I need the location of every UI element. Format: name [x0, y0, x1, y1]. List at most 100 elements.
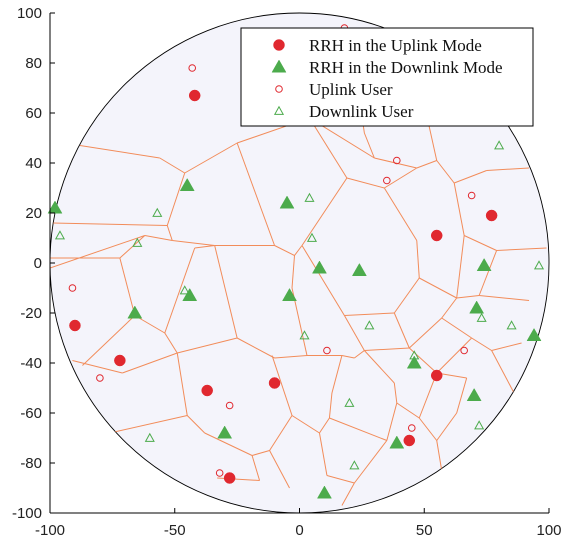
data-point [215, 469, 224, 477]
data-point [188, 64, 197, 72]
data-point [469, 300, 485, 314]
data-point [344, 397, 355, 407]
voronoi-edge [419, 277, 457, 299]
voronoi-edge [274, 355, 308, 359]
voronoi-edge [236, 142, 276, 246]
x-tick-label: -50 [164, 522, 186, 539]
legend-marker [275, 85, 283, 93]
y-tick-label: -100 [12, 505, 42, 522]
data-point [533, 260, 545, 270]
x-tick-label: 100 [536, 522, 561, 539]
voronoi-edge [408, 317, 443, 349]
data-point [152, 207, 163, 217]
data-point [506, 320, 517, 330]
voronoi-edge [194, 245, 215, 249]
voronoi-edge [166, 225, 173, 241]
voronoi-edge [384, 167, 418, 189]
y-tick-label: -20 [20, 305, 42, 322]
data-point [299, 330, 310, 340]
voronoi-edge [176, 352, 188, 416]
data-point [179, 285, 190, 295]
data-point [389, 435, 405, 449]
voronoi-edge [318, 432, 328, 476]
voronoi-edge [418, 372, 438, 419]
data-point [323, 346, 331, 355]
data-point [393, 156, 401, 165]
y-tick-label: -40 [20, 355, 42, 372]
voronoi-edge [436, 337, 473, 374]
series-3 [54, 140, 545, 470]
voronoi-edge [343, 315, 365, 351]
voronoi-edge [319, 417, 330, 434]
data-point [225, 401, 234, 410]
data-point [223, 472, 236, 484]
voronoi-edge [50, 235, 145, 269]
voronoi-edge [301, 245, 345, 316]
voronoi-edge [52, 222, 168, 226]
legend-label: RRH in the Uplink Mode [309, 36, 482, 55]
series-1 [47, 177, 542, 499]
voronoi-edge [436, 160, 455, 184]
voronoi-edge [251, 455, 261, 481]
legend-marker [273, 105, 285, 115]
data-point [132, 237, 143, 247]
voronoi-edge [454, 170, 487, 184]
data-point [430, 229, 443, 242]
voronoi-edge [204, 432, 253, 456]
voronoi-edge [159, 157, 185, 174]
data-point [268, 377, 281, 389]
voronoi-edge [269, 415, 293, 451]
data-point [351, 262, 367, 276]
voronoi-edge [72, 360, 123, 374]
voronoi-edge [393, 312, 410, 349]
voronoi-edge [214, 245, 238, 339]
y-tick-label: 60 [25, 105, 42, 122]
voronoi-edge [271, 355, 293, 416]
voronoi-edge [441, 297, 458, 319]
voronoi-edge [486, 167, 530, 171]
data-point [306, 232, 318, 242]
voronoi-edge [416, 240, 420, 279]
voronoi-edge [479, 295, 530, 301]
voronoi-edge [119, 235, 146, 259]
voronoi-edge [478, 250, 498, 296]
data-point [188, 89, 201, 102]
voronoi-edge [418, 417, 438, 441]
x-tick-label: -100 [35, 522, 65, 539]
voronoi-edge [309, 117, 348, 179]
legend: RRH in the Uplink Mode RRH in the Downlin… [240, 27, 534, 127]
legend-marker [271, 59, 287, 73]
data-point [217, 425, 233, 439]
voronoi-edge [463, 235, 497, 251]
legend-item: RRH in the Uplink Mode [273, 36, 482, 55]
voronoi-edge [374, 157, 417, 169]
data-point [407, 424, 416, 432]
voronoi-edges [50, 30, 547, 506]
data-point [182, 287, 198, 301]
data-point [403, 434, 416, 447]
voronoi-edge [456, 295, 480, 299]
data-point [383, 176, 391, 185]
voronoi-edge [393, 382, 398, 404]
voronoi-edge [82, 315, 136, 366]
voronoi-edge [393, 277, 420, 314]
voronoi-edge [326, 475, 355, 484]
voronoi-edge [166, 172, 186, 226]
data-point [430, 369, 443, 382]
legend-box [240, 27, 534, 127]
data-point [460, 346, 468, 355]
x-tick-label: 50 [416, 522, 433, 539]
voronoi-edge [354, 350, 365, 359]
data-point [127, 305, 143, 319]
voronoi-edge [144, 235, 173, 241]
voronoi-edge [441, 317, 472, 339]
voronoi-edge [346, 177, 385, 189]
y-tick-label: -80 [20, 455, 42, 472]
voronoi-edge [119, 257, 136, 316]
voronoi-edge [416, 160, 437, 169]
data-point [526, 327, 542, 341]
data-point [114, 354, 126, 367]
legend-label: RRH in the Downlink Mode [309, 58, 503, 77]
